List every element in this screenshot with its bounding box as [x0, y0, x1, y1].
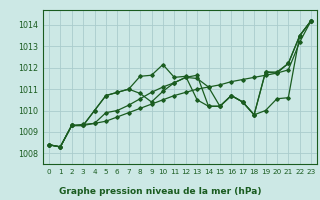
Text: Graphe pression niveau de la mer (hPa): Graphe pression niveau de la mer (hPa)	[59, 187, 261, 196]
